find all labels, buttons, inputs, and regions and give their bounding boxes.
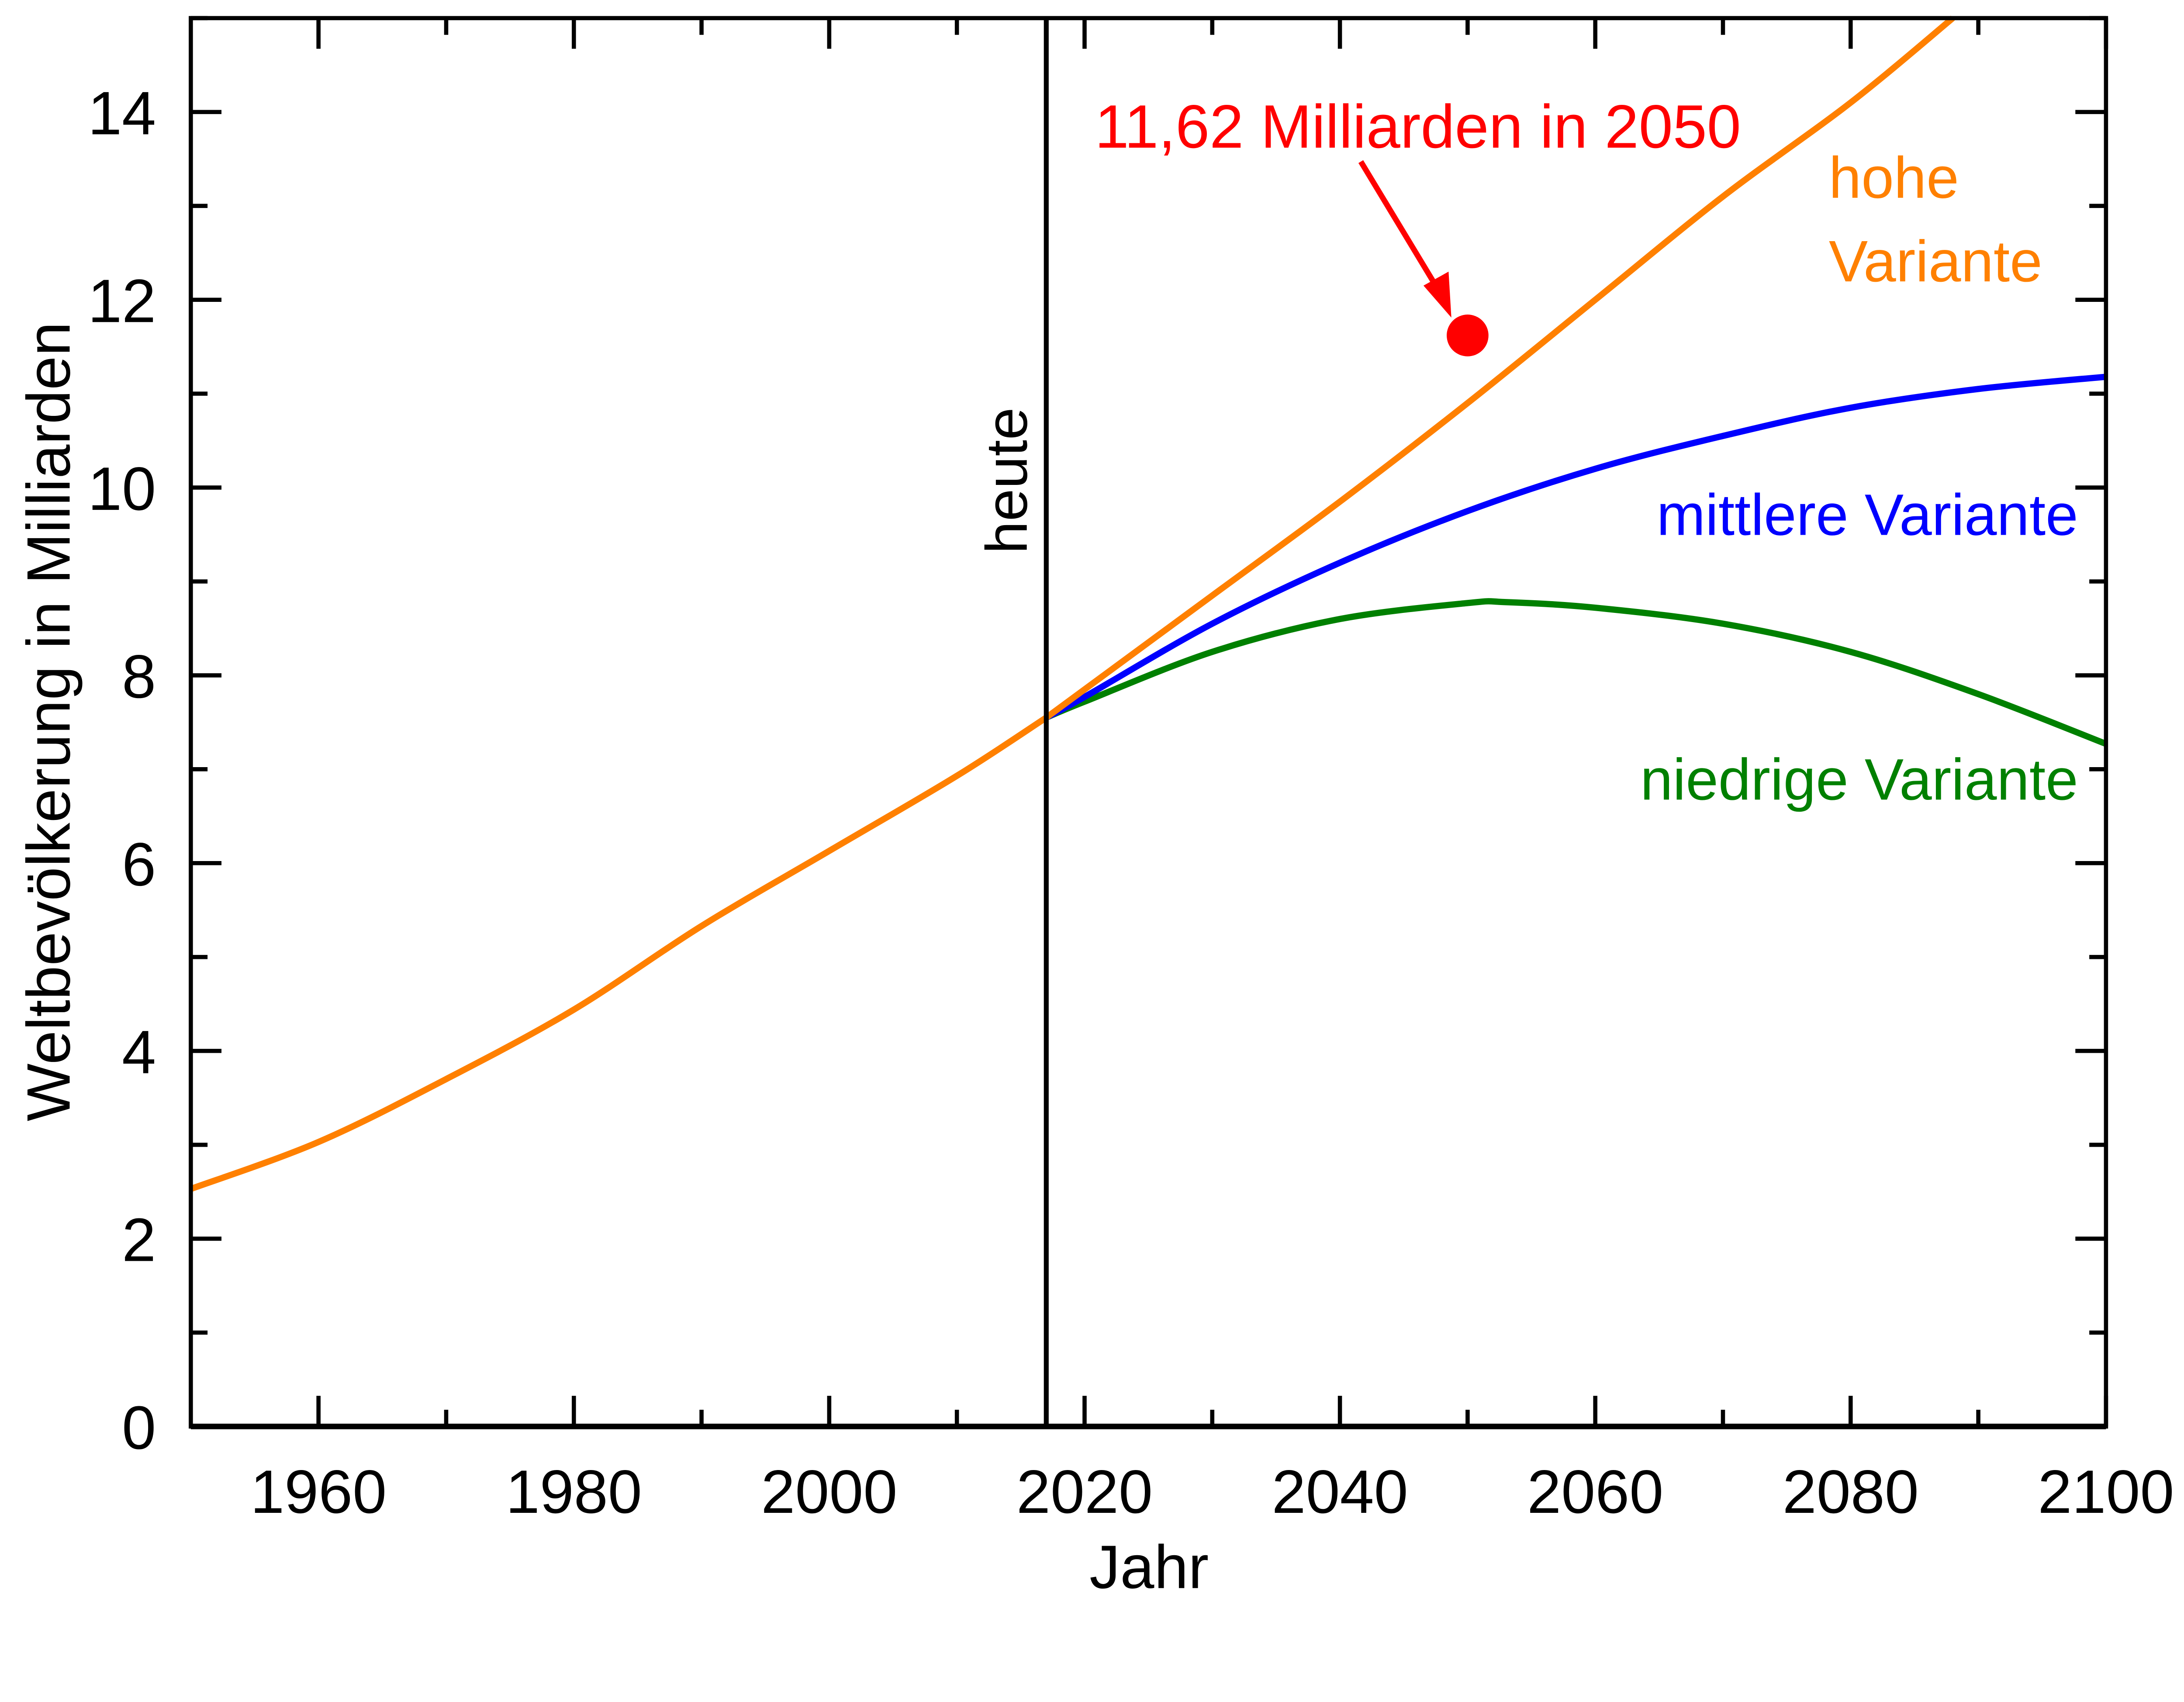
x-tick-label: 2080 [1783,1457,1919,1526]
y-tick-label: 10 [88,454,156,523]
y-tick-label: 12 [88,266,156,335]
label-niedrige: niedrige Variante [1640,747,2078,812]
y-tick-label: 8 [122,642,156,711]
annotation-arrow [1358,160,1444,297]
series-line-0 [190,715,1048,1192]
today-label: heute [975,408,1040,554]
label-mittlere: mittlere Variante [1657,482,2078,547]
tick-labels: 1960 1980 2000 2020 2040 2060 2080 2100 0 2 4 6 8 10 1… [88,79,2174,1526]
x-tick-label: 2100 [2038,1457,2174,1526]
x-tick-label: 2040 [1272,1457,1408,1526]
x-tick-label: 2000 [761,1457,897,1526]
series-line-1 [1044,15,1955,720]
y-tick-label: 6 [122,830,156,899]
y-tick-label: 4 [122,1018,156,1086]
y-tick-label: 0 [122,1393,156,1462]
y-axis-label: Weltbevölkerung in Milliarden [14,322,83,1121]
series-line-2 [1044,374,2107,720]
population-chart: heute 11,62 Milliarden in 2050 hohe Vari… [14,15,2174,1595]
x-tick-label: 1960 [250,1457,387,1526]
x-tick-label: 1980 [506,1457,642,1526]
plot-frame [189,16,2108,1429]
annotation-text: 11,62 Milliarden in 2050 [1095,92,1741,161]
axis-ticks [190,16,2108,1427]
label-hohe-2: Variante [1829,229,2042,294]
x-axis-label: Jahr [1089,1532,1209,1595]
label-hohe-1: hohe [1829,145,1959,211]
x-tick-label: 2060 [1527,1457,1663,1526]
series-lines [190,15,2108,1192]
annotation-arrowhead [1423,271,1451,318]
series-line-3 [1045,598,2108,747]
y-tick-label: 14 [88,79,156,147]
x-tick-label: 2020 [1016,1457,1153,1526]
annotation-point [1447,315,1489,356]
y-tick-label: 2 [122,1205,156,1274]
